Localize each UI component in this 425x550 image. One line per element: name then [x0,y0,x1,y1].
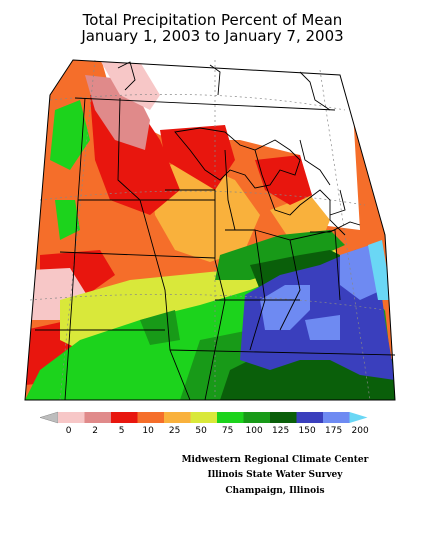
legend-swatch [84,412,111,423]
legend-swatch [270,412,297,423]
credit-line-3: Champaign, Illinois [225,486,325,496]
map-date-range: January 1, 2003 to January 7, 2003 [81,27,344,45]
precipitation-field [25,60,395,400]
legend-label: 5 [119,426,125,436]
legend-label: 10 [142,426,154,436]
legend-swatch [243,412,270,423]
legend-arrow-high [349,412,368,423]
legend-swatch [58,412,85,423]
legend-label: 175 [325,426,342,436]
legend-swatch [164,412,191,423]
legend-label: 200 [352,426,369,436]
legend-swatch [217,412,244,423]
legend-arrow-low [39,411,59,424]
credit-line-2: Illinois State Water Survey [207,470,343,480]
legend-label: 150 [299,426,316,436]
legend-swatch [296,412,323,423]
legend-label: 125 [272,426,289,436]
legend-label: 2 [92,426,98,436]
legend-swatch [190,412,217,423]
legend-swatch [137,412,164,423]
legend-swatch [111,412,138,423]
legend-label: 75 [222,426,233,436]
legend-label: 25 [169,426,180,436]
legend-label: 0 [66,426,72,436]
map-title: Total Precipitation Percent of Mean [82,11,343,29]
boundaries [35,61,396,401]
credit-line-1: Midwestern Regional Climate Center [181,455,369,465]
legend-label: 50 [195,426,207,436]
legend-swatch [323,412,350,423]
legend-label: 100 [246,426,263,436]
